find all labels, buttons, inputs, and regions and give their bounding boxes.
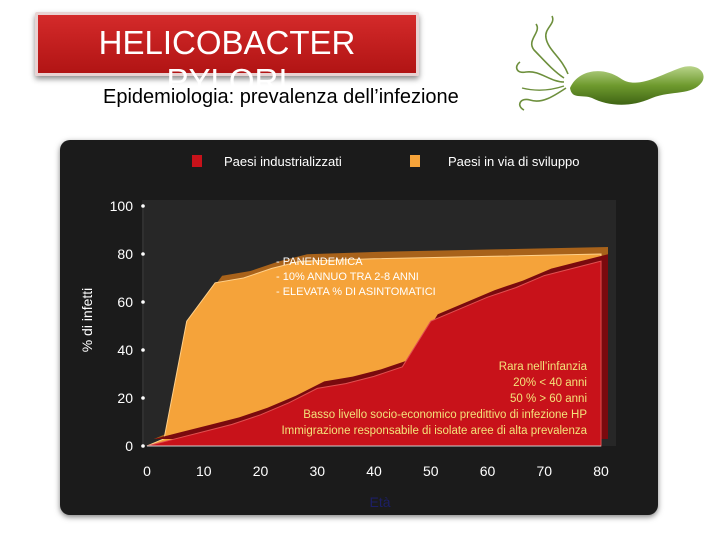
page-subtitle: Epidemiologia: prevalenza dell’infezione (103, 86, 459, 108)
annotation-industrialized-line: 20% < 40 anni (513, 377, 587, 389)
annotation-industrialized-line: Immigrazione responsabile di isolate are… (281, 425, 587, 437)
x-tick-label: 0 (143, 463, 151, 479)
legend-swatch-industrialized (192, 155, 202, 167)
y-axis-label: % di infetti (79, 288, 95, 353)
x-tick-label: 60 (480, 463, 496, 479)
bacterium-illustration (515, 15, 704, 111)
annotation-developing-line: - 10% ANNUO TRA 2-8 ANNI (276, 271, 419, 283)
y-tick-label: 0 (125, 438, 133, 454)
y-tick-mark (141, 300, 145, 304)
x-tick-label: 70 (536, 463, 552, 479)
x-tick-label: 10 (196, 463, 212, 479)
y-tick-mark (141, 204, 145, 208)
x-axis-label: Età (369, 494, 390, 510)
annotation-industrialized-line: 50 % > 60 anni (510, 393, 587, 405)
annotation-industrialized-line: Rara nell’infanzia (499, 361, 588, 373)
annotation-developing-line: - ELEVATA % DI ASINTOMATICI (276, 286, 436, 298)
x-tick-label: 50 (423, 463, 439, 479)
y-tick-label: 60 (117, 294, 133, 310)
annotation-industrialized-line: Basso livello socio-economico predittivo… (303, 409, 587, 421)
y-tick-label: 40 (117, 342, 133, 358)
y-tick-label: 80 (117, 246, 133, 262)
y-tick-label: 100 (110, 198, 134, 214)
legend-label-industrialized: Paesi industrializzati (224, 154, 342, 169)
x-tick-label: 40 (366, 463, 382, 479)
y-tick-mark (141, 396, 145, 400)
y-tick-mark (141, 252, 145, 256)
legend-swatch-developing (410, 155, 420, 167)
area-series-industrialized (146, 260, 602, 447)
y-tick-mark (141, 444, 145, 448)
y-tick-mark (141, 348, 145, 352)
y-tick-label: 20 (117, 390, 133, 406)
x-tick-label: 20 (253, 463, 269, 479)
page-title: HELICOBACTER PYLORI (98, 24, 356, 99)
legend-label-developing: Paesi in via di sviluppo (448, 154, 580, 169)
x-tick-label: 30 (309, 463, 325, 479)
annotation-developing-line: - PANENDEMICA (276, 256, 363, 268)
title-box: HELICOBACTER PYLORI (35, 12, 419, 99)
x-tick-label: 80 (593, 463, 609, 479)
